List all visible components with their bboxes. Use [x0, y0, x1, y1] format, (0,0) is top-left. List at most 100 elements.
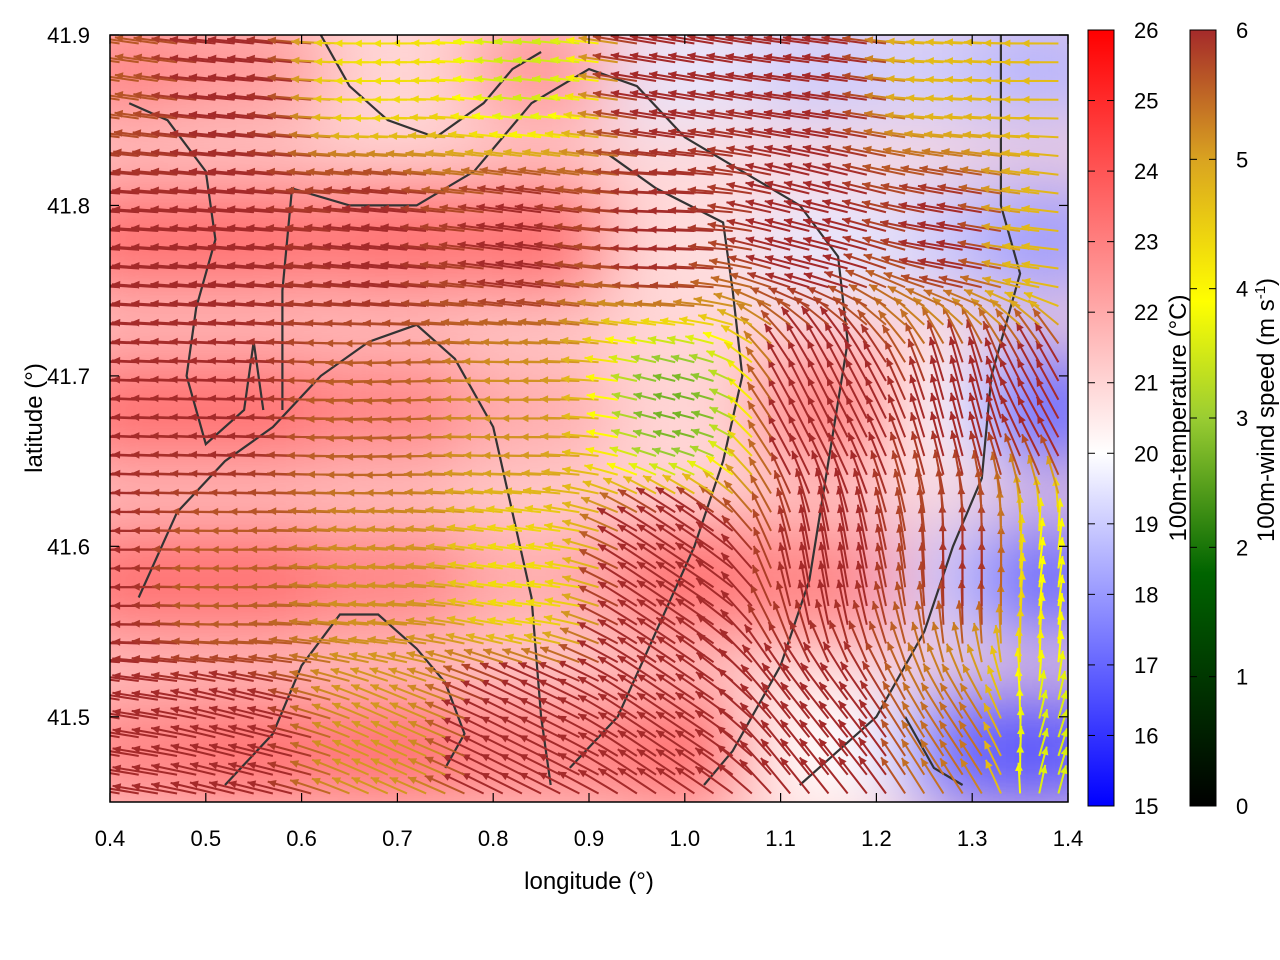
wind-arrow	[401, 319, 446, 327]
wind-arrow	[919, 738, 945, 776]
wind-arrow	[760, 700, 791, 738]
wind-arrow	[285, 186, 331, 195]
wind-arrow	[855, 560, 868, 607]
wind-arrow	[610, 373, 638, 382]
wind-arrow	[438, 222, 484, 233]
wind-arrow	[268, 653, 312, 664]
wind-arrow	[289, 704, 331, 720]
temperature-cell	[327, 35, 468, 125]
x-tick-label: 1.0	[670, 826, 701, 851]
wind-arrow	[131, 726, 178, 739]
wind-arrow	[674, 541, 715, 570]
wind-arrow	[900, 738, 926, 776]
wind-arrow	[424, 756, 465, 776]
wind-arrow	[381, 186, 427, 195]
wind-arrow	[917, 202, 963, 214]
wind-arrow	[361, 204, 408, 214]
wind-arrow	[208, 761, 254, 776]
wind-arrow	[926, 320, 945, 363]
wind-arrow	[929, 411, 945, 457]
wind-arrow	[268, 670, 312, 682]
wind-arrow	[501, 648, 542, 664]
wind-arrow	[207, 54, 254, 64]
wind-arrow	[110, 94, 139, 101]
wind-arrow	[112, 745, 159, 757]
wind-arrow	[720, 552, 753, 588]
wind-arrow	[288, 581, 331, 590]
wind-arrow	[461, 663, 504, 682]
wind-arrow	[347, 543, 388, 552]
wind-arrow	[1038, 670, 1047, 700]
wind-arrow	[110, 750, 139, 757]
wind-arrow	[322, 204, 369, 214]
wind-arrow	[764, 255, 810, 270]
wind-colorbar-tick-label: 3	[1236, 406, 1248, 431]
wind-arrow	[674, 579, 715, 607]
wind-arrow	[917, 220, 963, 232]
wind-arrow	[794, 599, 811, 644]
wind-arrow	[817, 579, 830, 625]
wind-arrow	[694, 765, 734, 795]
wind-arrow	[822, 254, 868, 270]
wind-arrow	[515, 184, 561, 195]
wind-arrow	[361, 186, 408, 195]
wind-arrow	[268, 582, 312, 590]
temperature-colorbar-tick-label: 19	[1134, 512, 1158, 537]
wind-colorbar-label-end: )	[1253, 278, 1280, 286]
wind-arrow	[782, 109, 829, 120]
wind-arrow	[110, 97, 120, 101]
wind-arrow	[822, 127, 867, 139]
wind-arrow	[925, 112, 963, 121]
wind-arrow	[764, 217, 810, 232]
wind-arrow	[508, 130, 542, 139]
wind-arrow	[565, 36, 599, 45]
wind-arrow	[935, 600, 945, 644]
wind-arrow	[1021, 114, 1059, 122]
wind-arrow	[351, 776, 389, 795]
wind-arrow	[694, 709, 734, 739]
temperature-colorbar-tick-label: 26	[1134, 18, 1158, 43]
wind-arrow	[578, 35, 618, 45]
wind-arrow	[989, 645, 1002, 682]
wind-arrow	[961, 148, 1002, 158]
wind-arrow	[400, 299, 446, 308]
wind-arrow	[931, 621, 945, 663]
wind-arrow	[863, 128, 906, 139]
wind-arrow	[441, 754, 485, 776]
wind-arrow	[907, 338, 926, 382]
wind-arrow	[716, 308, 753, 326]
wind-arrow	[369, 667, 408, 682]
temperature-cell	[758, 525, 899, 636]
wind-arrow	[999, 376, 1022, 419]
wind-arrow	[841, 322, 868, 363]
wind-arrow	[544, 130, 580, 139]
wind-arrow	[951, 297, 983, 326]
wind-arrow	[304, 204, 350, 214]
wind-arrow	[862, 236, 906, 251]
wind-arrow	[425, 542, 465, 551]
wind-arrow	[617, 767, 657, 795]
wind-arrow	[686, 459, 715, 476]
wind-arrow	[721, 515, 753, 551]
wind-arrow	[467, 523, 503, 532]
wind-arrow	[881, 255, 925, 270]
wind-arrow	[780, 306, 811, 345]
wind-arrow	[401, 186, 446, 195]
wind-arrow	[898, 239, 944, 251]
wind-arrow	[667, 71, 714, 83]
wind-arrow	[190, 654, 235, 664]
wind-arrow	[675, 616, 715, 645]
wind-arrow	[617, 542, 657, 570]
wind-arrow	[830, 450, 849, 494]
temperature-colorbar-tick-label: 18	[1134, 582, 1158, 607]
wind-arrow	[707, 369, 734, 382]
temperature-colorbar-tick-label: 21	[1134, 371, 1158, 396]
wind-arrow	[114, 72, 159, 83]
wind-arrow	[958, 739, 983, 776]
wind-arrow	[348, 635, 388, 645]
wind-arrow	[886, 641, 907, 682]
wind-arrow	[425, 506, 465, 514]
wind-arrow	[629, 128, 676, 139]
wind-arrow	[981, 259, 1021, 270]
wind-arrow	[674, 766, 715, 795]
